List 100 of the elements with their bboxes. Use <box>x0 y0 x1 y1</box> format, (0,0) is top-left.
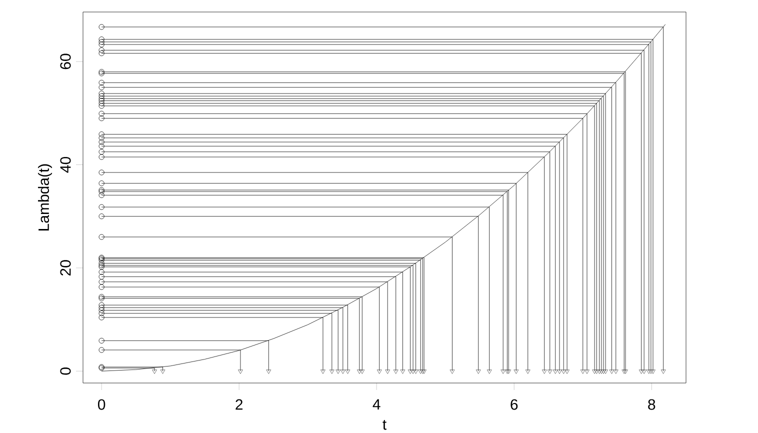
point <box>98 284 104 290</box>
point <box>646 370 652 374</box>
point <box>564 370 570 374</box>
point <box>561 370 566 374</box>
point <box>385 370 390 374</box>
point <box>98 180 104 186</box>
point <box>98 42 104 48</box>
point <box>98 192 104 198</box>
point <box>98 170 104 176</box>
x-tick-label: 8 <box>648 399 656 410</box>
x-axis-title: t <box>382 420 386 430</box>
point <box>98 274 104 280</box>
point <box>613 370 618 374</box>
point <box>345 370 350 374</box>
point <box>160 370 166 374</box>
y-tick-label: 60 <box>60 54 71 70</box>
point <box>98 304 104 310</box>
point <box>98 269 104 275</box>
point <box>98 36 104 42</box>
point <box>413 370 418 374</box>
point <box>504 370 510 374</box>
point <box>98 279 104 285</box>
point <box>98 50 104 56</box>
point <box>98 214 104 220</box>
point <box>336 370 341 374</box>
point <box>98 314 104 320</box>
point <box>98 110 104 116</box>
point <box>98 93 104 99</box>
point <box>596 370 602 374</box>
point <box>514 370 519 374</box>
y-axis-title: Lambda(t) <box>38 164 52 230</box>
point <box>98 115 104 122</box>
point <box>557 370 562 374</box>
point <box>450 370 455 374</box>
point <box>420 370 426 374</box>
point <box>98 307 104 314</box>
point <box>623 370 628 374</box>
y-tick-label: 40 <box>60 156 71 173</box>
point <box>98 143 104 149</box>
point <box>98 80 104 86</box>
point <box>98 154 104 160</box>
point <box>320 370 326 374</box>
x-tick-label: 2 <box>236 399 243 410</box>
point <box>98 310 104 316</box>
point <box>98 90 104 96</box>
point <box>152 370 157 374</box>
point <box>98 260 104 266</box>
point <box>98 96 104 102</box>
point <box>376 370 382 374</box>
point <box>500 370 506 374</box>
point <box>542 370 547 374</box>
point <box>98 47 104 53</box>
point <box>98 100 104 106</box>
point <box>408 370 413 374</box>
point <box>98 204 104 210</box>
point <box>340 370 346 374</box>
point <box>476 370 481 374</box>
point <box>98 347 104 353</box>
point <box>525 370 530 374</box>
point <box>400 370 406 374</box>
point <box>98 302 104 308</box>
point <box>547 370 552 374</box>
point <box>622 370 627 374</box>
point <box>98 98 104 104</box>
point <box>329 370 334 374</box>
point <box>580 370 586 374</box>
point <box>98 149 104 155</box>
point <box>356 370 362 374</box>
point <box>98 135 104 141</box>
point <box>266 370 272 374</box>
point <box>592 370 598 374</box>
point <box>98 131 104 138</box>
point <box>98 24 104 30</box>
point <box>238 370 243 374</box>
point <box>506 370 512 374</box>
y-tick-label: 0 <box>60 368 71 375</box>
point <box>603 370 608 374</box>
point <box>98 39 104 45</box>
point <box>648 370 654 374</box>
point <box>594 370 600 374</box>
x-tick-label: 4 <box>372 399 380 410</box>
point <box>98 234 104 240</box>
point <box>410 370 416 374</box>
point <box>638 370 644 374</box>
point <box>486 370 492 374</box>
point <box>584 370 590 374</box>
point <box>642 370 647 374</box>
point <box>422 370 426 374</box>
point <box>552 370 558 374</box>
point <box>98 338 104 344</box>
point <box>98 103 104 109</box>
point <box>393 370 398 374</box>
y-tick-label: 20 <box>60 260 71 276</box>
x-tick-label: 6 <box>510 399 518 410</box>
point <box>609 370 614 374</box>
point <box>660 370 666 374</box>
x-tick-label: 0 <box>98 399 106 410</box>
point <box>98 84 104 90</box>
point <box>98 139 104 145</box>
point <box>360 370 365 374</box>
